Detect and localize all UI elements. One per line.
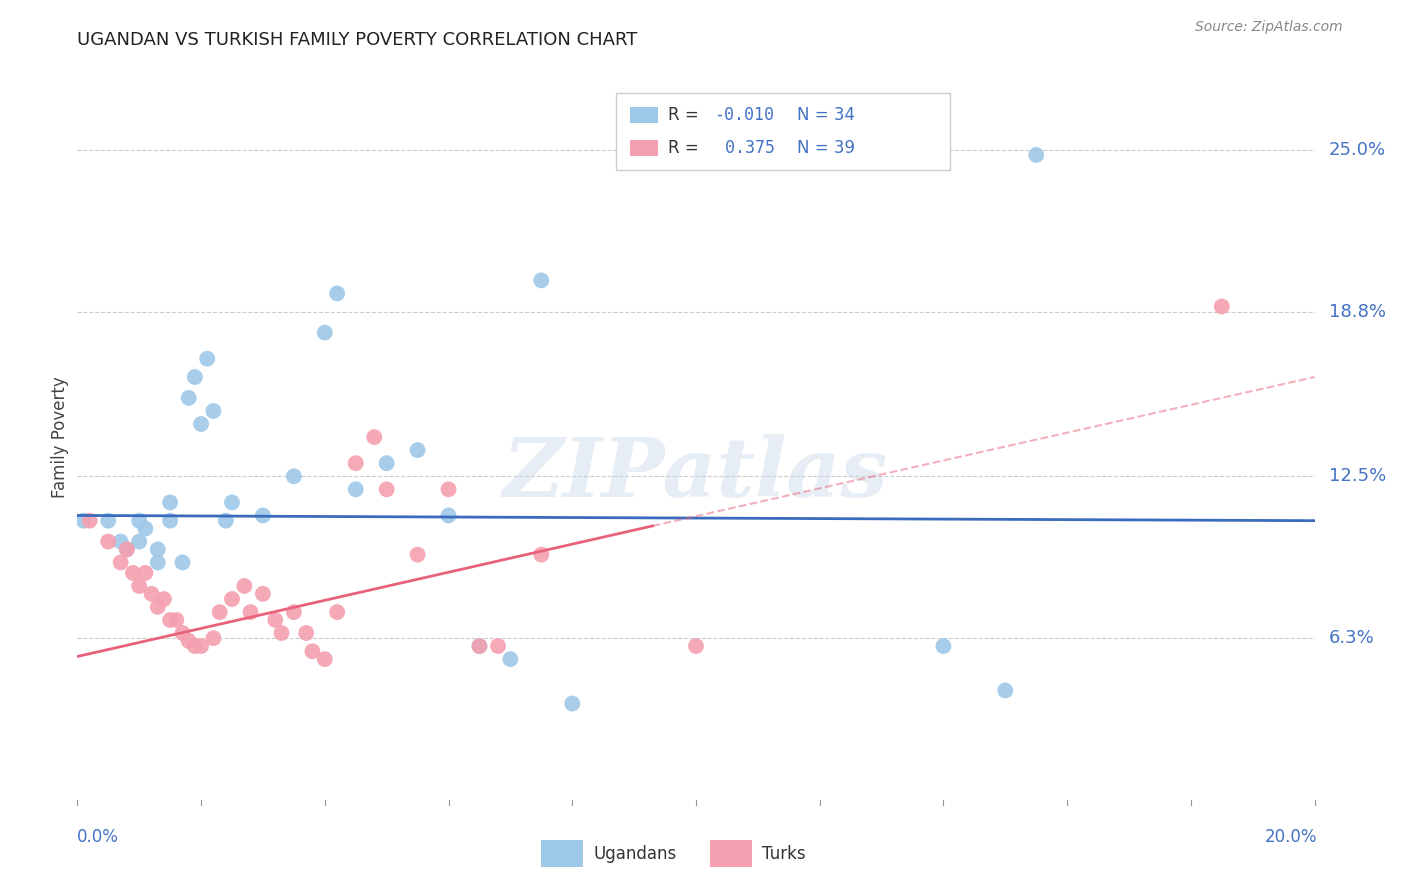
Point xyxy=(221,592,243,607)
FancyBboxPatch shape xyxy=(630,140,658,156)
Text: Source: ZipAtlas.com: Source: ZipAtlas.com xyxy=(1195,20,1343,34)
Point xyxy=(270,626,292,640)
Text: 12.5%: 12.5% xyxy=(1329,467,1386,485)
Point xyxy=(221,495,243,509)
Point xyxy=(437,508,460,523)
Point xyxy=(239,605,262,619)
Point xyxy=(252,587,274,601)
Point xyxy=(177,633,200,648)
Point xyxy=(97,514,120,528)
Text: 20.0%: 20.0% xyxy=(1265,828,1317,846)
Text: 0.0%: 0.0% xyxy=(77,828,120,846)
Text: N = 39: N = 39 xyxy=(797,139,855,157)
Point xyxy=(128,514,150,528)
Text: 0.375: 0.375 xyxy=(714,139,775,157)
Point xyxy=(184,370,207,384)
Point xyxy=(177,391,200,405)
Text: R =: R = xyxy=(668,106,703,124)
Point xyxy=(97,534,120,549)
Point xyxy=(314,652,336,666)
Point xyxy=(208,605,231,619)
Point xyxy=(146,542,169,557)
Point xyxy=(190,639,212,653)
Text: 25.0%: 25.0% xyxy=(1329,141,1386,159)
Point xyxy=(115,542,138,557)
Point xyxy=(375,483,398,497)
Point xyxy=(134,566,156,580)
Point xyxy=(994,683,1017,698)
Point xyxy=(375,456,398,470)
Point xyxy=(159,495,181,509)
Point xyxy=(159,514,181,528)
Point xyxy=(264,613,287,627)
FancyBboxPatch shape xyxy=(630,107,658,123)
Text: Turks: Turks xyxy=(762,845,806,863)
Point xyxy=(202,404,225,418)
Point xyxy=(153,592,176,607)
Point xyxy=(122,566,145,580)
Point xyxy=(326,605,349,619)
Point xyxy=(128,534,150,549)
Point xyxy=(72,514,94,528)
Point xyxy=(437,483,460,497)
Point xyxy=(685,639,707,653)
Point xyxy=(499,652,522,666)
Point xyxy=(326,286,349,301)
Point xyxy=(128,579,150,593)
Text: R =: R = xyxy=(668,139,703,157)
Text: ZIPatlas: ZIPatlas xyxy=(503,434,889,514)
Point xyxy=(301,644,323,658)
Text: 6.3%: 6.3% xyxy=(1329,629,1375,648)
Point xyxy=(146,556,169,570)
Point xyxy=(190,417,212,431)
Point xyxy=(252,508,274,523)
Point xyxy=(172,556,194,570)
Y-axis label: Family Poverty: Family Poverty xyxy=(51,376,69,498)
Point xyxy=(406,443,429,458)
Text: N = 34: N = 34 xyxy=(797,106,855,124)
Point xyxy=(1025,148,1047,162)
Point xyxy=(195,351,218,366)
Point xyxy=(110,556,132,570)
Point xyxy=(468,639,491,653)
Point xyxy=(283,605,305,619)
Text: UGANDAN VS TURKISH FAMILY POVERTY CORRELATION CHART: UGANDAN VS TURKISH FAMILY POVERTY CORREL… xyxy=(77,31,638,49)
Point xyxy=(115,542,138,557)
Point xyxy=(146,599,169,614)
Point xyxy=(283,469,305,483)
Point xyxy=(141,587,163,601)
Point xyxy=(295,626,318,640)
Point xyxy=(530,548,553,562)
Point xyxy=(233,579,256,593)
Point xyxy=(165,613,187,627)
Point xyxy=(184,639,207,653)
Point xyxy=(468,639,491,653)
Point xyxy=(363,430,385,444)
Point xyxy=(314,326,336,340)
Point xyxy=(172,626,194,640)
Point xyxy=(215,514,238,528)
Point xyxy=(159,613,181,627)
Text: Ugandans: Ugandans xyxy=(593,845,676,863)
Point xyxy=(486,639,509,653)
Text: 18.8%: 18.8% xyxy=(1329,302,1386,321)
Point xyxy=(1211,300,1233,314)
Point xyxy=(344,456,367,470)
Point xyxy=(561,697,583,711)
Point xyxy=(530,273,553,287)
Point xyxy=(202,632,225,646)
Point xyxy=(406,548,429,562)
Point xyxy=(344,483,367,497)
Point xyxy=(110,534,132,549)
FancyBboxPatch shape xyxy=(616,94,949,170)
Point xyxy=(932,639,955,653)
Text: -0.010: -0.010 xyxy=(714,106,775,124)
Point xyxy=(134,521,156,535)
Point xyxy=(79,514,101,528)
